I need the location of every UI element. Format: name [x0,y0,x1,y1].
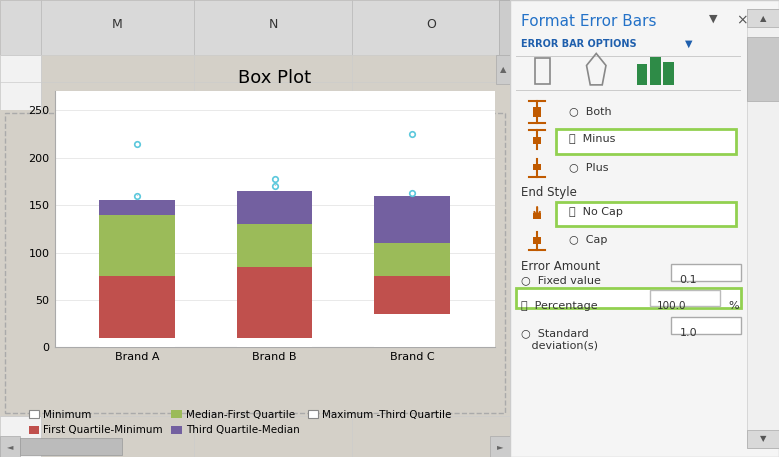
Text: Format Error Bars: Format Error Bars [521,14,657,29]
Text: ▲: ▲ [500,65,506,74]
Bar [237,338,312,347]
Bar [490,436,510,457]
Bar [375,276,450,314]
Bar [747,430,779,448]
Text: ⦿  Percentage: ⦿ Percentage [521,301,597,311]
Bar [533,137,541,144]
Bar [650,57,661,85]
Bar [496,55,510,84]
Text: ⦿  No Cap: ⦿ No Cap [569,207,623,217]
Bar [237,191,312,224]
Bar [747,37,779,101]
Bar [41,0,194,55]
Bar [99,196,174,201]
Bar [0,436,20,457]
Bar [99,201,174,215]
Bar [237,267,312,338]
Bar [499,0,510,55]
Bar [556,129,736,154]
Text: ERROR BAR OPTIONS: ERROR BAR OPTIONS [521,39,636,49]
Text: ⦿  Minus: ⦿ Minus [569,133,615,143]
Text: ○  Standard: ○ Standard [521,328,589,338]
Bar [747,9,779,448]
Title: Box Plot: Box Plot [238,69,311,87]
Text: ▲: ▲ [760,14,766,23]
Bar [99,276,174,338]
Bar [99,215,174,276]
Text: N: N [268,18,277,31]
Legend: Minimum, First Quartile-Minimum, Median-First Quartile, Third Quartile-Median, M: Minimum, First Quartile-Minimum, Median-… [24,406,456,439]
Bar [375,243,450,276]
Bar [533,213,541,219]
Bar [99,338,174,347]
Bar [375,196,450,243]
Bar [0,416,41,457]
Bar [636,64,647,85]
Text: ○  Plus: ○ Plus [569,163,609,173]
Text: deviation(s): deviation(s) [521,341,598,351]
Text: M: M [112,18,123,31]
Bar [237,224,312,267]
Bar [533,164,541,170]
Bar [0,0,41,55]
Bar [375,191,450,196]
Text: O: O [426,18,436,31]
Bar [194,0,352,55]
Bar [747,9,779,27]
Text: ◄: ◄ [7,442,13,451]
Bar [516,56,742,57]
Text: ▼: ▼ [760,434,766,443]
Text: Error Amount: Error Amount [521,260,600,272]
Bar [533,107,541,117]
Text: ×: × [736,14,748,28]
Bar [352,0,510,55]
Text: ▼: ▼ [685,39,693,49]
Text: ○  Both: ○ Both [569,106,612,117]
Bar [650,290,720,306]
Text: ►: ► [497,442,503,451]
Bar [671,264,742,281]
Bar [375,314,450,347]
Bar [533,237,541,244]
Text: ▼: ▼ [709,14,717,24]
Text: 0.1: 0.1 [679,275,697,285]
Text: End Style: End Style [521,186,577,199]
Text: %: % [728,301,738,311]
Bar [556,202,736,226]
Bar [516,288,742,308]
Text: 1.0: 1.0 [679,328,697,338]
Bar [664,62,674,85]
Bar [516,90,742,91]
Bar [237,186,312,191]
Text: ○  Fixed value: ○ Fixed value [521,275,601,285]
Bar [20,439,122,455]
Bar [0,55,41,110]
Bar [671,317,742,334]
Text: ○  Cap: ○ Cap [569,235,608,245]
Text: 100.0: 100.0 [657,301,686,311]
